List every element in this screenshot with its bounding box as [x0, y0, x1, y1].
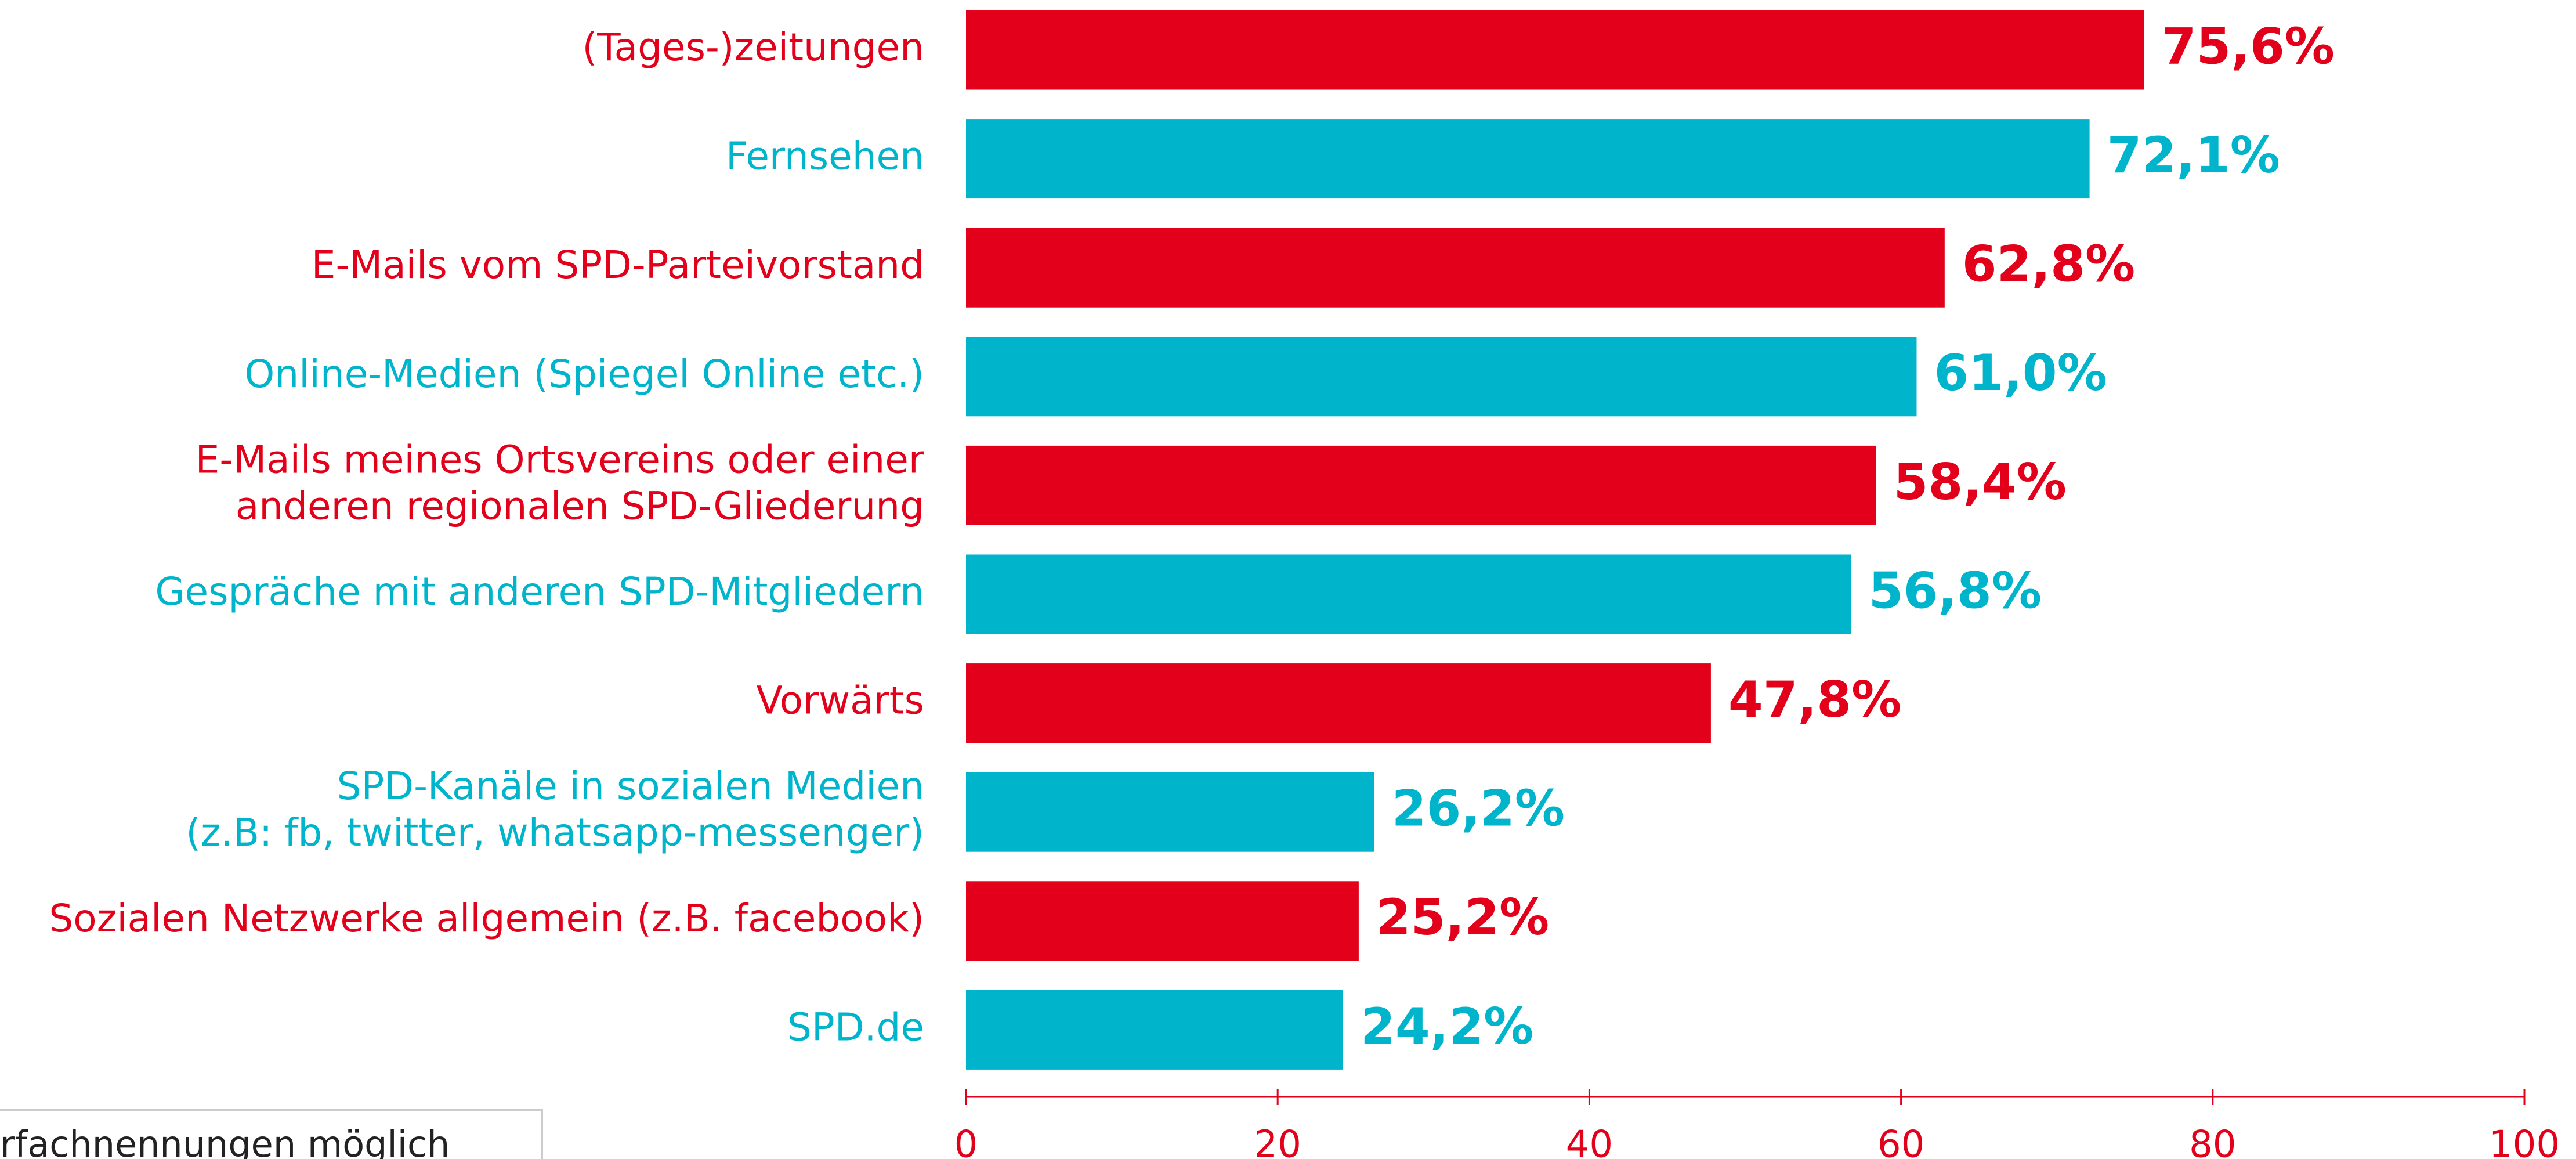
category-label: SPD-Kanäle in sozialen Medien (z.B: fb, t…	[186, 764, 924, 855]
x-tick-label: 40	[1566, 1124, 1613, 1159]
bar	[966, 554, 1851, 634]
bar	[966, 119, 2090, 199]
value-label: 47,8%	[1728, 671, 1901, 729]
x-tick-label: 60	[1877, 1124, 1924, 1159]
category-label: Vorwärts	[757, 678, 924, 723]
note: rfachnennungen möglich	[0, 1123, 450, 1159]
x-tick-label: 100	[2489, 1124, 2560, 1159]
value-label: 24,2%	[1361, 998, 1533, 1056]
value-label: 25,2%	[1376, 889, 1549, 947]
note-box	[0, 1109, 543, 1159]
bar	[966, 881, 1359, 961]
bar	[966, 10, 2144, 90]
category-label: E-Mails vom SPD-Parteivorstand	[312, 243, 924, 287]
bar	[966, 228, 1945, 308]
x-tick-label: 80	[2189, 1124, 2236, 1159]
x-tick-label: 20	[1254, 1124, 1301, 1159]
value-label: 75,6%	[2162, 17, 2335, 75]
bar	[966, 445, 1876, 525]
category-label: Gespräche mit anderen SPD-Mitgliedern	[155, 569, 924, 614]
value-label: 58,4%	[1894, 453, 2067, 511]
value-label: 62,8%	[1962, 236, 2135, 294]
bar	[966, 337, 1917, 417]
category-label: Sozialen Netzwerke allgemein (z.B. faceb…	[49, 896, 924, 941]
category-label: Online-Medien (Spiegel Online etc.)	[244, 352, 924, 396]
category-label: E-Mails meines Ortsvereins oder einer and…	[196, 437, 925, 528]
value-label: 72,1%	[2107, 127, 2280, 185]
category-label: SPD.de	[787, 1005, 924, 1049]
value-label: 26,2%	[1392, 780, 1565, 838]
x-tick-label: 0	[954, 1124, 978, 1159]
bar	[966, 990, 1344, 1070]
value-label: 56,8%	[1869, 562, 2042, 620]
category-label: Fernsehen	[726, 134, 924, 179]
value-label: 61,0%	[1934, 344, 2107, 402]
category-label: (Tages-)zeitungen	[583, 25, 925, 70]
bar	[966, 772, 1374, 852]
bar	[966, 663, 1711, 743]
